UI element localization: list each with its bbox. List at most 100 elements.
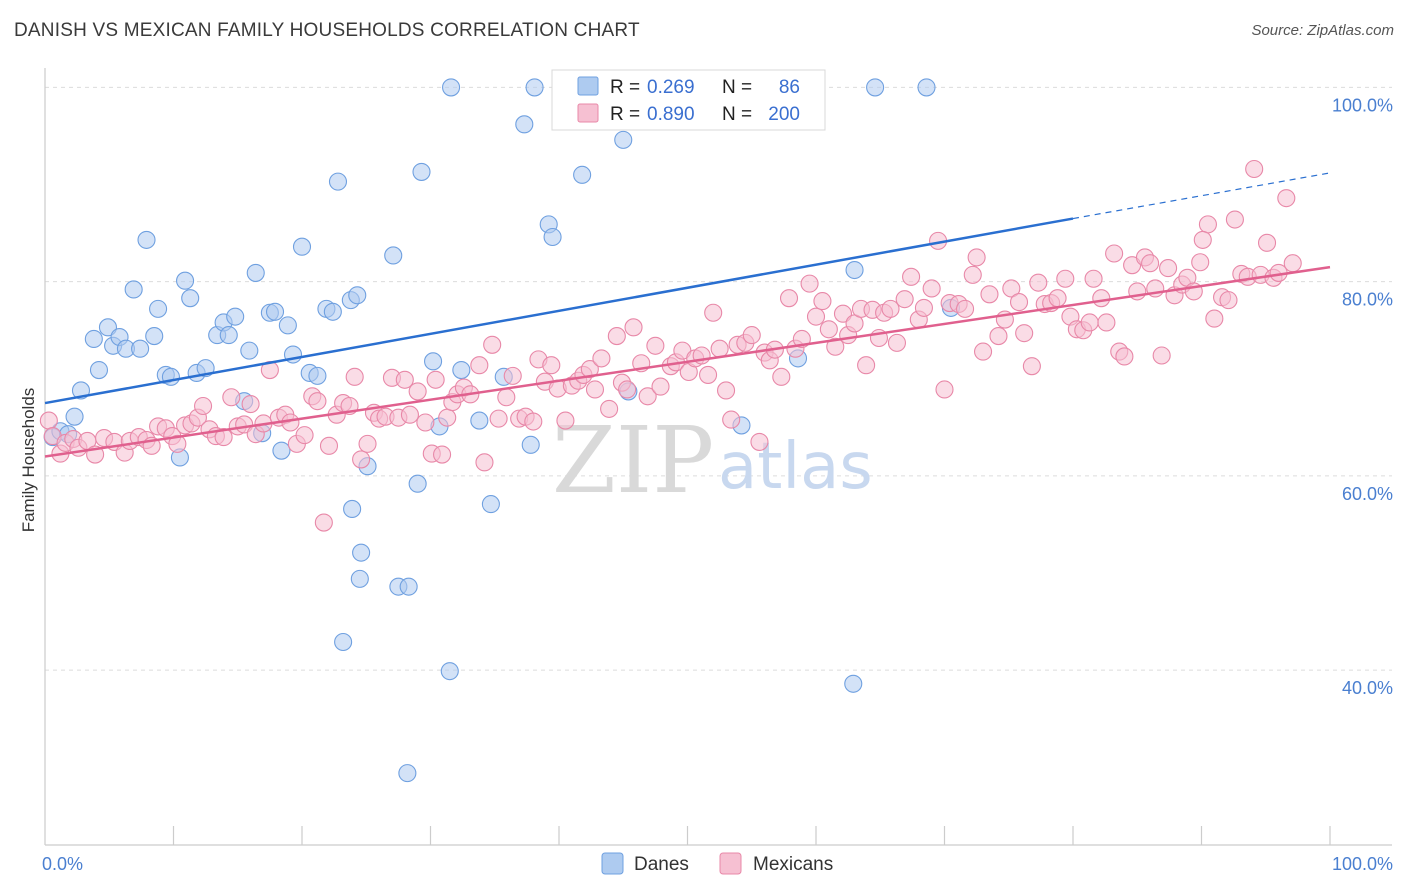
danes-point (328, 172, 348, 191)
bottom-legend-swatch-mexicans (719, 852, 742, 875)
y-tick-labels: 40.0% 60.0% 80.0% 100.0% (1332, 95, 1393, 698)
mexicans-point (1097, 313, 1116, 332)
mexicans-point (352, 450, 371, 469)
mexicans-point (1084, 269, 1103, 288)
danes-point (543, 227, 562, 247)
danes-point (521, 435, 540, 454)
mexicans-point (1198, 215, 1217, 234)
legend-n-label-danes: N = (722, 77, 752, 98)
danes-point (323, 302, 342, 321)
danes-point (131, 339, 150, 358)
danes-point (145, 327, 164, 346)
danes-point (352, 543, 371, 562)
mexicans-point (400, 405, 419, 424)
legend-n-label-mexicans: N = (722, 104, 752, 125)
danes-point (308, 366, 327, 385)
mexicans-point (624, 318, 643, 337)
x-tick-label: 0.0% (42, 854, 83, 874)
mexicans-point (857, 356, 876, 375)
mexicans-point (438, 408, 457, 427)
mexicans-point (646, 336, 665, 355)
mexicans-point (295, 426, 314, 445)
danes-point (844, 674, 863, 693)
mexicans-point (524, 412, 543, 431)
mexicans-point (408, 382, 427, 401)
mexicans-point (214, 428, 233, 447)
y-tick-label: 100.0% (1332, 95, 1393, 115)
danes-point (278, 316, 297, 335)
legend-r-value-mexicans: 0.890 (647, 104, 695, 125)
mexicans-point (433, 445, 452, 464)
mexicans-point (1141, 254, 1160, 273)
x-ticks: 0.0% 100.0% (42, 826, 1393, 874)
danes-point (265, 302, 285, 321)
mexicans-point (395, 370, 414, 389)
mexicans-point (819, 320, 838, 339)
mexicans-point (39, 411, 58, 430)
danes-point (65, 407, 84, 426)
mexicans-point (967, 248, 986, 267)
bottom-legend: Danes Mexicans (601, 852, 833, 875)
danes-point (845, 260, 864, 280)
watermark-zip: ZIP (552, 407, 714, 514)
danes-point (176, 271, 195, 290)
mexicans-point (281, 413, 300, 432)
mexicans-point (1080, 313, 1099, 332)
y-tick-label: 40.0% (1342, 678, 1393, 698)
legend-r-value-danes: 0.269 (647, 77, 695, 98)
bottom-legend-label-mexicans: Mexicans (753, 854, 833, 875)
danes-point (334, 632, 353, 652)
danes-point (292, 237, 312, 256)
mexicans-point (1245, 159, 1264, 179)
danes-point (525, 78, 544, 97)
danes-point (384, 246, 403, 265)
mexicans-point (241, 395, 260, 414)
mexicans-point (800, 274, 819, 293)
danes-point (98, 318, 118, 337)
series-danes (43, 78, 960, 783)
danes-point (614, 130, 633, 149)
mexicans-point (1029, 273, 1048, 292)
mexicans-point (935, 380, 954, 399)
mexicans-point (1002, 279, 1021, 298)
mexicans-point (806, 307, 826, 326)
y-axis-label: Family Households (19, 388, 38, 533)
mexicans-point (618, 380, 637, 399)
danes-point (124, 280, 143, 299)
mexicans-point (887, 333, 907, 352)
mexicans-point (1105, 244, 1124, 263)
mexicans-point (489, 409, 508, 428)
mexicans-point (704, 303, 723, 322)
danes-point (89, 361, 109, 380)
mexicans-point (772, 367, 791, 386)
mexicans-point (194, 396, 213, 416)
danes-point (181, 289, 200, 308)
mexicans-point (542, 356, 561, 375)
mexicans-point (585, 380, 605, 399)
mexicans-point (319, 436, 339, 455)
danes-point (412, 162, 431, 181)
mexicans-point (556, 411, 575, 430)
x-tick-label: 100.0% (1332, 854, 1393, 874)
mexicans-point (779, 289, 799, 308)
danes-point (149, 299, 168, 318)
mexicans-point (956, 299, 975, 318)
mexicans-point (600, 399, 619, 418)
mexicans-point (1015, 324, 1034, 343)
mexicans-point (699, 365, 718, 384)
mexicans-point (922, 279, 941, 298)
mexicans-point (722, 410, 741, 429)
mexicans-point (826, 337, 845, 356)
mexicans-point (1191, 253, 1210, 272)
mexicans-point (813, 292, 832, 311)
mexicans-point (750, 432, 769, 451)
mexicans-point (308, 392, 327, 411)
mexicans-point (651, 377, 670, 396)
mexicans-point (895, 290, 914, 309)
danes-point (515, 115, 534, 134)
mexicans-point (963, 265, 982, 284)
mexicans-point (607, 327, 626, 346)
danes-point (866, 78, 885, 97)
mexicans-point (902, 267, 921, 286)
